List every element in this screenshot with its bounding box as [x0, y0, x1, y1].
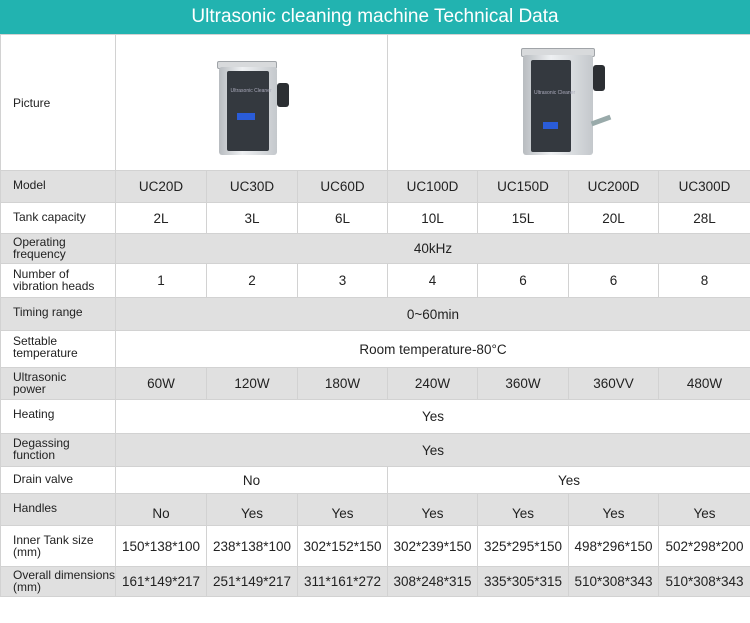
cell: 6 [568, 263, 659, 298]
cell: 1 [115, 263, 207, 298]
cell: 311*161*272 [297, 566, 388, 597]
picture-large-machine: Ultrasonic Cleaner [387, 34, 750, 171]
row-power: Ultrasonic power 60W 120W 180W 240W 360W 360V… [0, 367, 750, 400]
cell: Yes [387, 466, 750, 494]
cell: 510*308*343 [658, 566, 750, 597]
cell: 302*152*150 [297, 525, 388, 567]
row-handles: Handles No Yes Yes Yes Yes Yes Yes [0, 493, 750, 526]
cell: 15L [477, 202, 569, 234]
cell: UC20D [115, 170, 207, 203]
cell: 3 [297, 263, 388, 298]
cell: 360W [477, 367, 569, 400]
cell: 10L [387, 202, 478, 234]
cell: 161*149*217 [115, 566, 207, 597]
label-timing: Timing range [0, 297, 116, 331]
cell: UC300D [658, 170, 750, 203]
label-temperature: Settable temperature [0, 330, 116, 368]
cell: 180W [297, 367, 388, 400]
cell: 150*138*100 [115, 525, 207, 567]
label-picture: Picture [0, 34, 116, 171]
cell: 480W [658, 367, 750, 400]
label-heating: Heating [0, 399, 116, 434]
label-heads: Number of vibration heads [0, 263, 116, 298]
cell: 498*296*150 [568, 525, 659, 567]
picture-small-machine: Ultrasonic Cleaner [115, 34, 388, 171]
cell: 20L [568, 202, 659, 234]
cell: UC100D [387, 170, 478, 203]
cell: Yes [568, 493, 659, 526]
product-label-2: Ultrasonic Cleaner [534, 90, 576, 96]
label-handles: Handles [0, 493, 116, 526]
label-tank: Tank capacity [0, 202, 116, 234]
cell: 60W [115, 367, 207, 400]
label-overall: Overall dimensions (mm) [0, 566, 116, 597]
label-inner-tank: Inner Tank size (mm) [0, 525, 116, 567]
cell: 302*239*150 [387, 525, 478, 567]
cell: 308*248*315 [387, 566, 478, 597]
cell: UC200D [568, 170, 659, 203]
label-text: Inner Tank size (mm) [13, 533, 94, 559]
cell: 0~60min [115, 297, 750, 331]
cell: 4 [387, 263, 478, 298]
cell: 360VV [568, 367, 659, 400]
page-title: Ultrasonic cleaning machine Technical Da… [0, 0, 750, 34]
cell: 2 [206, 263, 298, 298]
row-picture: Picture Ultrasonic Cleaner Ultrasonic Cl… [0, 34, 750, 171]
cell: 6L [297, 202, 388, 234]
cell: Yes [477, 493, 569, 526]
cell: 8 [658, 263, 750, 298]
label-text: Operating frequency [13, 235, 66, 261]
cell: 325*295*150 [477, 525, 569, 567]
cell: Yes [387, 493, 478, 526]
label-text: Overall dimensions (mm) [13, 568, 116, 594]
cell: No [115, 466, 388, 494]
cell: 510*308*343 [568, 566, 659, 597]
row-model: Model UC20D UC30D UC60D UC100D UC150D UC200D U… [0, 170, 750, 203]
cell: No [115, 493, 207, 526]
label-degassing: Degassing function [0, 433, 116, 467]
label-text: Number of vibration heads [13, 267, 95, 293]
cell: Yes [206, 493, 298, 526]
cell: 120W [206, 367, 298, 400]
label-power: Ultrasonic power [0, 367, 116, 400]
cell: Yes [297, 493, 388, 526]
label-text: Ultrasonic power [13, 370, 67, 396]
cell: 40kHz [115, 233, 750, 264]
cell: Room temperature-80°C [115, 330, 750, 368]
label-frequency: Operating frequency [0, 233, 116, 264]
cell: 238*138*100 [206, 525, 298, 567]
cell: 251*149*217 [206, 566, 298, 597]
cell: 28L [658, 202, 750, 234]
cell: 502*298*200 [658, 525, 750, 567]
cell: 3L [206, 202, 298, 234]
cell: UC150D [477, 170, 569, 203]
row-frequency: Operating frequency 40kHz [0, 233, 750, 264]
label-drain: Drain valve [0, 466, 116, 494]
row-degassing: Degassing function Yes [0, 433, 750, 467]
cell: 6 [477, 263, 569, 298]
cell: Yes [115, 399, 750, 434]
row-drain: Drain valve No Yes [0, 466, 750, 494]
label-model: Model [0, 170, 116, 203]
row-inner-tank: Inner Tank size (mm) 150*138*100 238*138*… [0, 525, 750, 567]
cell: 2L [115, 202, 207, 234]
cell: UC30D [206, 170, 298, 203]
cell: UC60D [297, 170, 388, 203]
row-tank: Tank capacity 2L 3L 6L 10L 15L 20L 28L [0, 202, 750, 234]
cell: Yes [115, 433, 750, 467]
row-heating: Heating Yes [0, 399, 750, 434]
cell: 240W [387, 367, 478, 400]
label-text: Settable temperature [13, 334, 78, 360]
product-label: Ultrasonic Cleaner [230, 87, 272, 94]
label-text: Degassing function [13, 436, 70, 462]
row-timing: Timing range 0~60min [0, 297, 750, 331]
spec-table: Picture Ultrasonic Cleaner Ultrasonic Cl… [0, 34, 750, 597]
cell: 335*305*315 [477, 566, 569, 597]
row-overall: Overall dimensions (mm) 161*149*217 251*1… [0, 566, 750, 597]
row-temperature: Settable temperature Room temperature-80… [0, 330, 750, 368]
cell: Yes [658, 493, 750, 526]
